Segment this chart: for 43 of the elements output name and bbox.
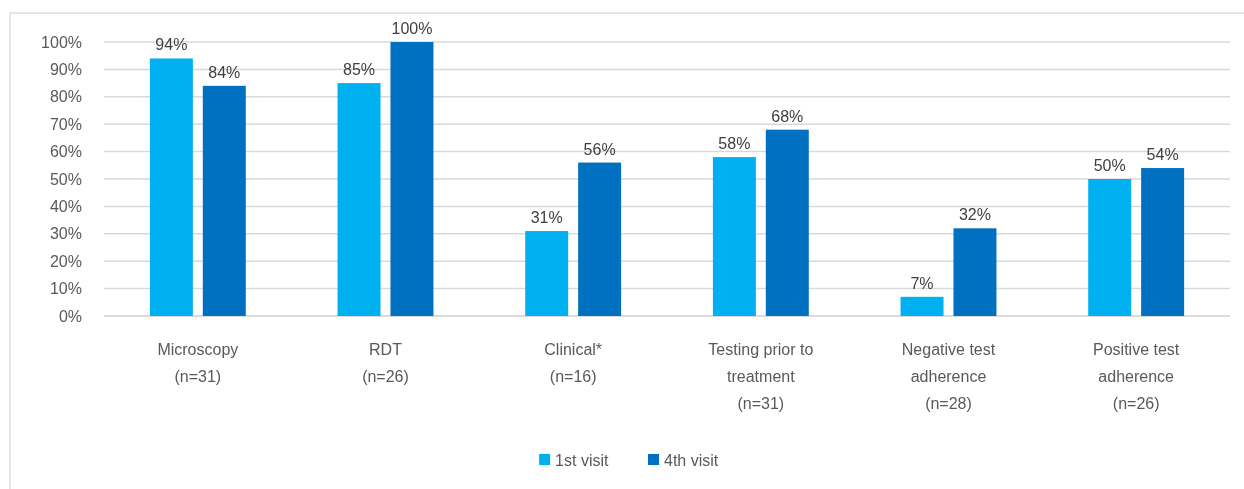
data-label: 50% [1093, 157, 1126, 174]
y-tick-label: 100% [41, 33, 82, 51]
y-tick-label: 60% [49, 143, 82, 161]
data-label: 54% [1146, 146, 1179, 164]
bar [578, 162, 622, 316]
bar [765, 129, 809, 316]
bar [1141, 168, 1185, 316]
data-label: 100% [391, 20, 433, 37]
y-tick-label: 0% [58, 307, 82, 325]
legend-label: 1st visit [555, 451, 610, 469]
bar [953, 228, 997, 316]
x-tick-label: Negative test adherence (n=28) [901, 341, 996, 412]
bar [202, 85, 246, 316]
data-label: 58% [718, 135, 751, 153]
bar [1088, 179, 1132, 316]
data-label: 68% [771, 107, 804, 125]
y-tick-label: 80% [49, 88, 82, 106]
bar [525, 231, 569, 316]
data-label: 94% [155, 36, 188, 54]
data-label: 32% [958, 206, 991, 224]
data-label: 85% [343, 61, 376, 79]
y-tick-label: 20% [49, 252, 82, 270]
data-label: 56% [583, 140, 616, 158]
x-tick-label: Positive test adherence (n=26) [1093, 341, 1180, 412]
bar [900, 296, 944, 316]
x-tick-label: Clinical* (n=16) [544, 341, 603, 385]
data-label: 84% [208, 63, 241, 81]
y-tick-label: 70% [49, 115, 82, 133]
data-label: 7% [910, 274, 934, 292]
y-tick-label: 10% [49, 280, 82, 298]
bar [337, 83, 381, 316]
x-tick-label: Testing prior to treatment (n=31) [708, 341, 814, 412]
y-tick-label: 50% [49, 170, 82, 188]
x-tick-label: Microscopy (n=31) [157, 341, 239, 385]
y-tick-label: 30% [49, 225, 82, 243]
x-tick-label: RDT (n=26) [362, 341, 409, 385]
legend-label: 4th visit [664, 451, 719, 469]
bar [712, 157, 756, 316]
y-tick-label: 90% [49, 61, 82, 78]
data-label: 31% [530, 209, 563, 227]
y-tick-label: 40% [49, 198, 82, 215]
bar [390, 42, 434, 316]
bar [149, 58, 193, 316]
